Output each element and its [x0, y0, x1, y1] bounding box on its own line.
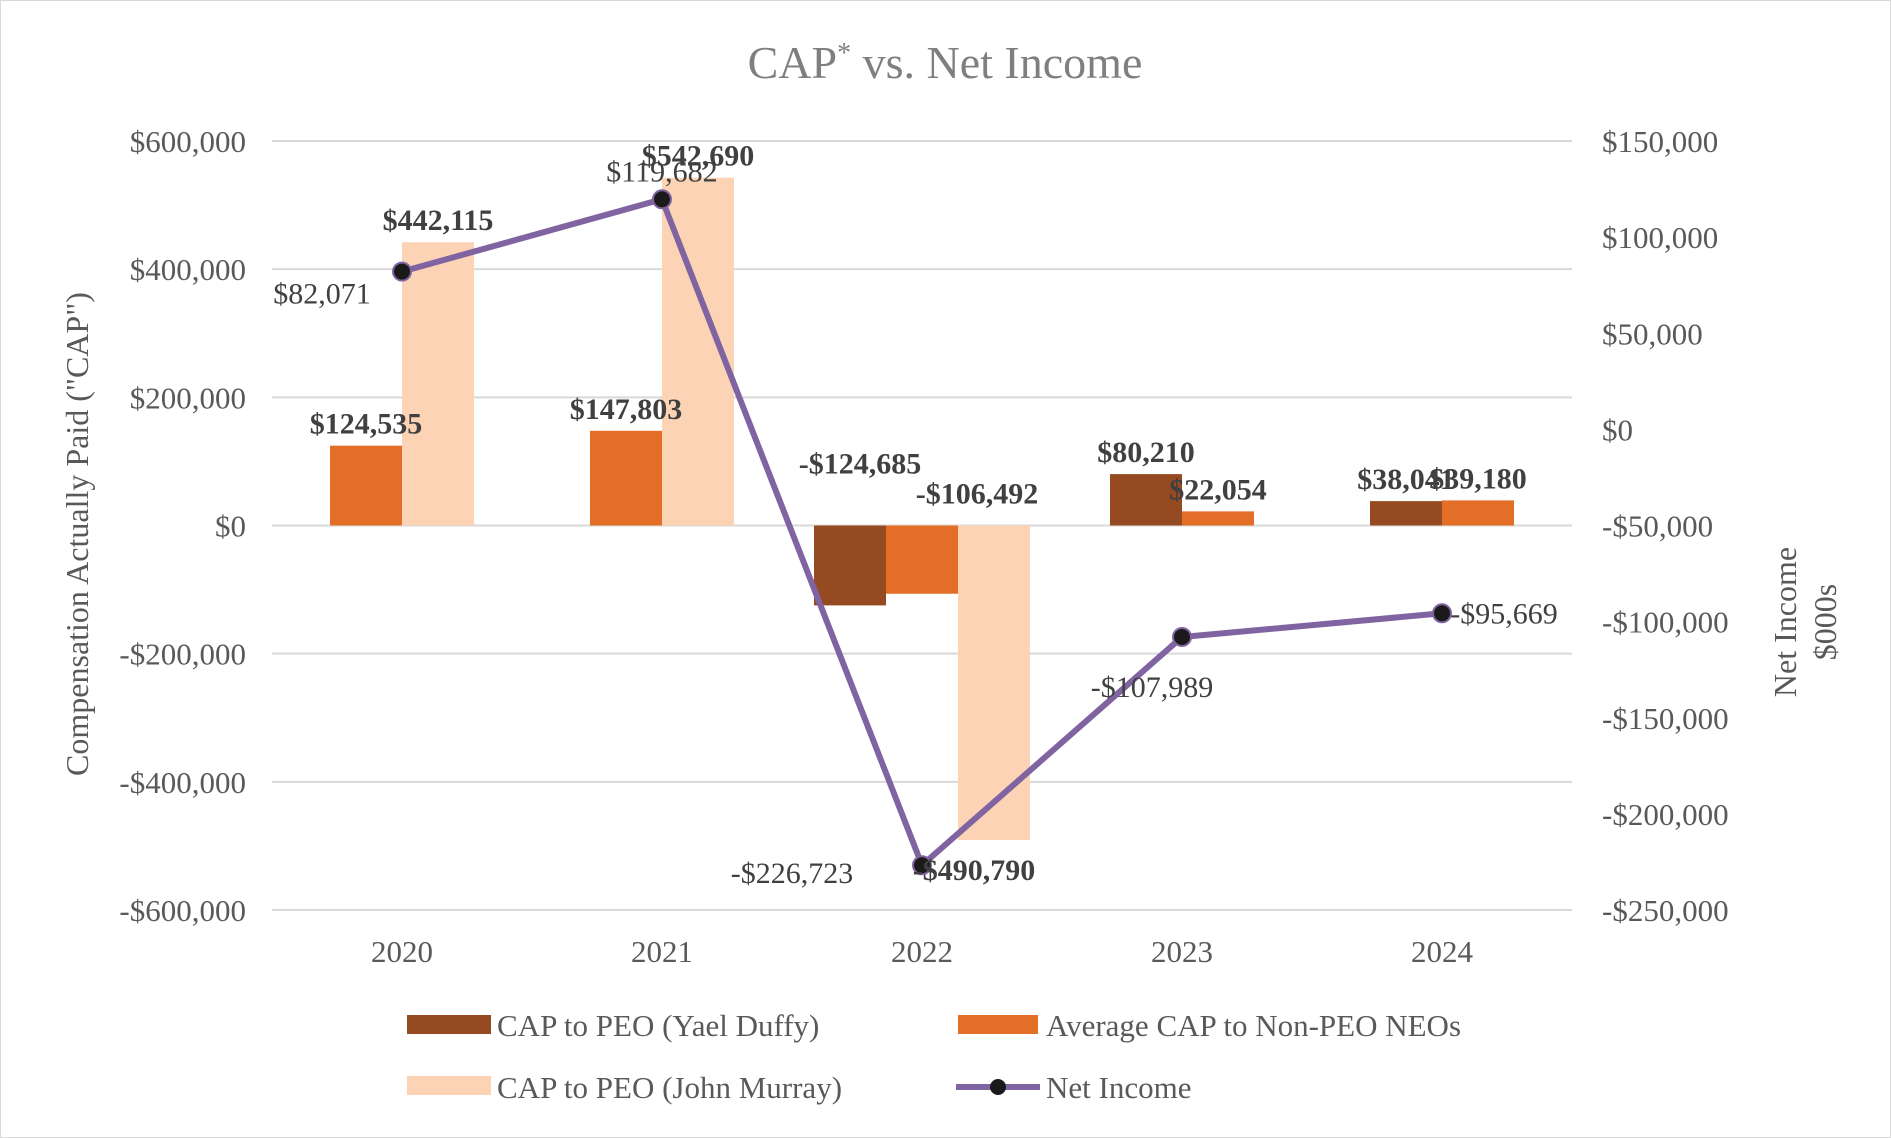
bar-non-peo-neos — [886, 525, 958, 594]
label-peo-yael-duffy: -$124,685 — [799, 448, 922, 481]
net-income-line — [392, 189, 1452, 876]
legend-marker-net-income — [990, 1079, 1006, 1095]
label-non-peo-neos: $39,180 — [1429, 462, 1527, 495]
bar-non-peo-neos — [590, 430, 662, 526]
left-tick-label: $400,000 — [130, 252, 246, 287]
chart-title: CAP* vs. Net Income — [748, 37, 1143, 88]
right-tick-label: -$50,000 — [1602, 509, 1713, 544]
right-tick-label: $0 — [1602, 412, 1633, 447]
data-labels: $124,535 $442,115 $147,803 $542,690 -$124,68… — [273, 140, 1558, 891]
right-tick-label: $100,000 — [1602, 220, 1718, 255]
left-tick-label: -$400,000 — [119, 765, 246, 800]
bar-non-peo-neos — [1442, 500, 1514, 526]
right-tick-label: -$100,000 — [1602, 605, 1729, 640]
x-tick-label: 2021 — [631, 934, 693, 969]
net-income-point — [1172, 626, 1192, 647]
net-income-point — [1432, 603, 1452, 624]
chart-title-main: CAP — [748, 37, 837, 88]
x-tick-label: 2023 — [1151, 934, 1213, 969]
net-income-point — [912, 855, 932, 876]
label-peo-john-murray: $442,115 — [383, 204, 494, 237]
net-income-label: -$226,723 — [731, 857, 854, 890]
label-non-peo-neos: -$106,492 — [916, 478, 1039, 511]
right-tick-label: -$150,000 — [1602, 701, 1729, 736]
legend-label-john-murray: CAP to PEO (John Murray) — [497, 1070, 842, 1105]
right-tick-label: -$250,000 — [1602, 893, 1729, 928]
label-peo-john-murray: -$490,790 — [913, 854, 1036, 887]
net-income-label: $82,071 — [273, 278, 371, 311]
gridlines — [272, 140, 1572, 911]
net-income-point — [652, 189, 672, 210]
label-non-peo-neos: $22,054 — [1169, 473, 1267, 506]
left-axis-title: Compensation Actually Paid ("CAP") — [59, 292, 95, 776]
left-tick-label: -$200,000 — [119, 637, 246, 672]
right-axis-title-line2: $000s — [1807, 584, 1843, 660]
x-tick-label: 2020 — [371, 934, 433, 969]
bar-peo-john-murray — [402, 242, 474, 526]
legend-swatch-non-peo-neos — [958, 1015, 1038, 1034]
legend-swatch-john-murray — [407, 1076, 491, 1095]
legend-label-non-peo-neos: Average CAP to Non-PEO NEOs — [1046, 1008, 1461, 1043]
legend-label-yael-duffy: CAP to PEO (Yael Duffy) — [497, 1008, 819, 1043]
right-tick-label: -$200,000 — [1602, 797, 1729, 832]
left-tick-label: $200,000 — [130, 380, 246, 415]
x-tick-label: 2024 — [1411, 934, 1474, 969]
legend: CAP to PEO (Yael Duffy) Average CAP to N… — [407, 1008, 1461, 1105]
bar-peo-yael-duffy — [1370, 501, 1442, 526]
label-peo-john-murray: $542,690 — [642, 140, 755, 173]
x-axis-ticks: 2020 2021 2022 2023 2024 — [371, 934, 1474, 969]
left-tick-label: $0 — [215, 509, 246, 544]
left-tick-label: $600,000 — [130, 124, 246, 159]
legend-label-net-income: Net Income — [1046, 1070, 1191, 1105]
bar-peo-yael-duffy — [1110, 474, 1182, 526]
bar-non-peo-neos — [330, 445, 402, 526]
right-axis-ticks: $150,000 $100,000 $50,000 $0 -$50,000 -$100,0… — [1602, 124, 1729, 928]
label-non-peo-neos: $147,803 — [570, 393, 683, 426]
net-income-label: -$95,669 — [1450, 597, 1558, 630]
label-non-peo-neos: $124,535 — [310, 408, 423, 441]
right-tick-label: $150,000 — [1602, 124, 1718, 159]
bar-non-peo-neos — [1182, 511, 1254, 526]
bar-peo-john-murray — [958, 525, 1030, 841]
left-axis-ticks: $600,000 $400,000 $200,000 $0 -$200,000 -$400… — [119, 124, 246, 928]
right-axis-title-line1: Net Income — [1767, 547, 1803, 697]
label-peo-yael-duffy: $38,041 — [1357, 463, 1455, 496]
legend-swatch-yael-duffy — [407, 1015, 491, 1034]
x-tick-label: 2022 — [891, 934, 953, 969]
chart-title-rest: vs. Net Income — [851, 37, 1142, 88]
chart-title-superscript: * — [837, 38, 851, 69]
net-income-label: $119,682 — [606, 155, 717, 188]
net-income-point — [392, 261, 412, 282]
left-tick-label: -$600,000 — [119, 893, 246, 928]
right-tick-label: $50,000 — [1602, 316, 1703, 351]
label-peo-yael-duffy: $80,210 — [1097, 436, 1195, 469]
net-income-label: -$107,989 — [1091, 671, 1214, 704]
bar-peo-yael-duffy — [814, 525, 886, 606]
